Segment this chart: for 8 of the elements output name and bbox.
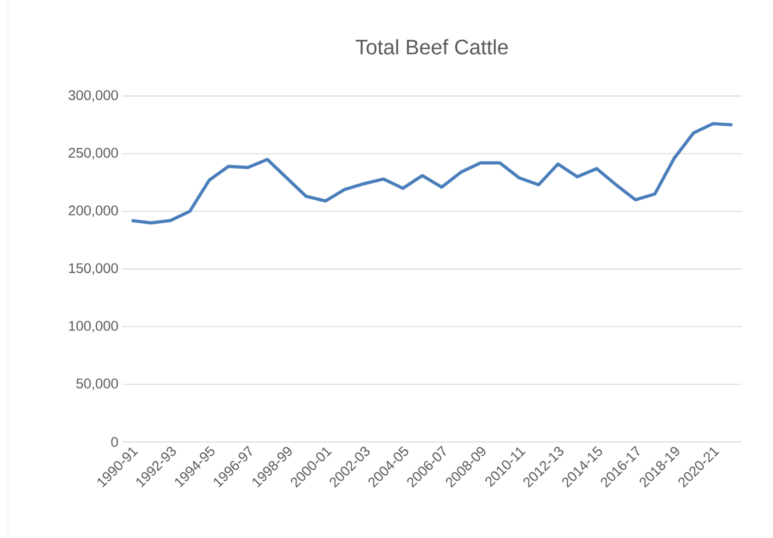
chart-title: Total Beef Cattle xyxy=(356,39,508,54)
y-tick-label: 150,000 xyxy=(69,263,118,275)
y-tick-label: 50,000 xyxy=(76,378,118,390)
y-tick-label: 200,000 xyxy=(68,206,118,218)
y-tick-label: 100,000 xyxy=(69,320,118,332)
y-tick-label: 250,000 xyxy=(68,148,118,160)
y-tick-label: 0 xyxy=(111,437,118,447)
y-tick-label: 300,000 xyxy=(68,90,118,102)
